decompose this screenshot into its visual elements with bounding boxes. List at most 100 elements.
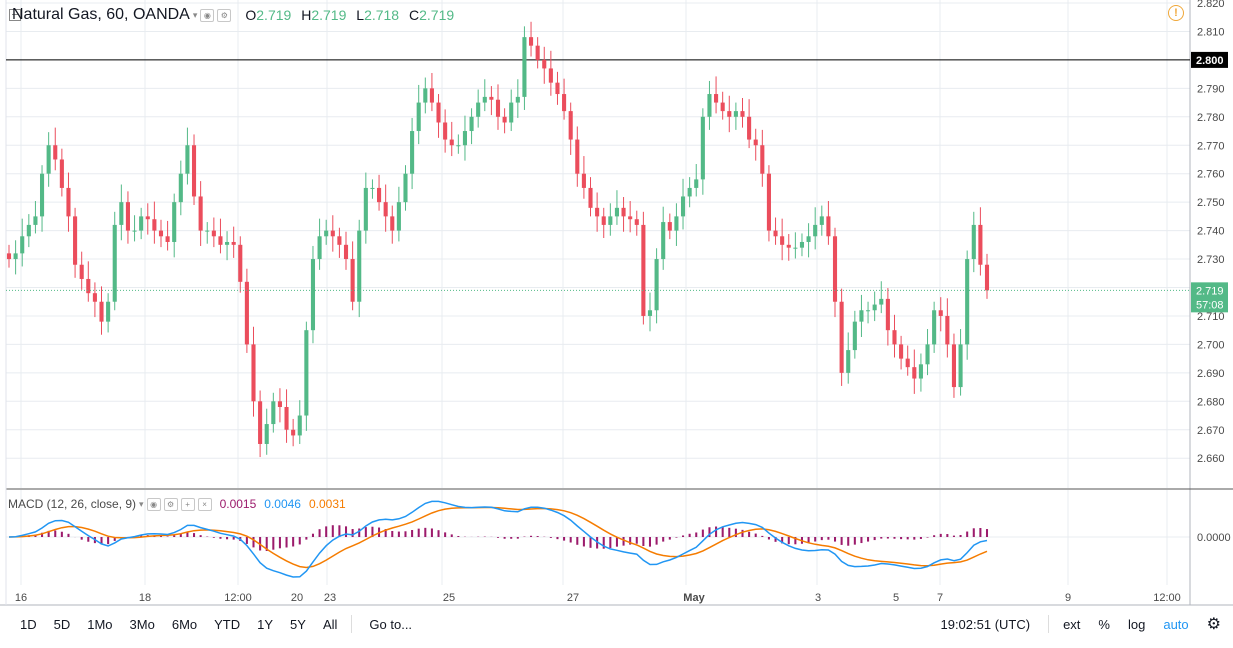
- candle-body: [277, 401, 282, 407]
- candle-body: [826, 216, 831, 237]
- candle-body: [813, 224, 818, 237]
- candles: [6, 21, 990, 458]
- candle-body: [390, 216, 395, 231]
- macd-histogram: [14, 525, 989, 551]
- candle-body: [73, 216, 78, 265]
- candle-body: [641, 224, 646, 316]
- candle-body: [965, 259, 970, 345]
- candle-body: [139, 216, 144, 231]
- candle-body: [522, 37, 527, 97]
- candle-body: [542, 59, 547, 69]
- timeframe-3mo[interactable]: 3Mo: [129, 616, 155, 632]
- candle-body: [932, 310, 937, 345]
- macd-title[interactable]: MACD (12, 26, close, 9): [8, 497, 137, 511]
- open-value: 2.719: [256, 7, 292, 23]
- candle-body: [621, 207, 626, 217]
- timeframe-ytd[interactable]: YTD: [214, 616, 241, 632]
- candle-body: [297, 415, 302, 436]
- candle-body: [899, 344, 904, 359]
- price-tick-label: 2.820: [1197, 0, 1225, 10]
- time-tick-label: 18: [139, 592, 151, 604]
- candle-body: [251, 344, 256, 402]
- symbol-title[interactable]: Natural Gas, 60, OANDA: [12, 6, 190, 23]
- candle-body: [145, 216, 150, 220]
- ext-toggle[interactable]: ext: [1063, 616, 1081, 632]
- candle-body: [106, 301, 111, 322]
- candle-body: [20, 236, 25, 254]
- candle-body: [548, 68, 553, 83]
- candle-body: [343, 244, 349, 260]
- candle-body: [819, 216, 824, 225]
- price-tick-label: 2.790: [1197, 83, 1225, 95]
- candle-body: [912, 367, 917, 379]
- time-tick-label: 5: [893, 592, 899, 604]
- candle-body: [614, 207, 619, 217]
- timeframe-1y[interactable]: 1Y: [257, 616, 274, 632]
- candle-body: [984, 264, 990, 291]
- candle-body: [515, 96, 520, 103]
- goto-button[interactable]: Go to...: [369, 616, 413, 632]
- price-tick-label: 2.740: [1197, 226, 1225, 238]
- close-icon[interactable]: ×: [197, 497, 212, 511]
- candle-body: [971, 224, 976, 260]
- candle-body: [714, 94, 719, 103]
- candle-body: [575, 139, 580, 174]
- candle-body: [568, 111, 573, 140]
- candle-body: [700, 116, 705, 180]
- macd-signal-value: 0.0031: [308, 497, 346, 511]
- candle-body: [449, 139, 454, 146]
- timeframe-6mo[interactable]: 6Mo: [171, 616, 198, 632]
- log-toggle[interactable]: log: [1127, 616, 1146, 632]
- candle-body: [958, 344, 963, 388]
- chevron-down-icon[interactable]: ▾: [139, 498, 144, 509]
- horizontal-line-label-bg: [1191, 51, 1228, 68]
- candle-body: [172, 202, 177, 242]
- collapse-icon[interactable]: [9, 9, 21, 21]
- timeframe-5y[interactable]: 5Y: [290, 616, 306, 632]
- gear-icon[interactable]: ⚙: [1206, 616, 1221, 633]
- candle-body: [938, 310, 943, 316]
- candle-body: [918, 364, 923, 379]
- timeframe-1mo[interactable]: 1Mo: [87, 616, 113, 632]
- candle-body: [872, 304, 877, 311]
- warning-icon[interactable]: !: [1168, 5, 1184, 21]
- candle-body: [119, 202, 124, 225]
- settings-icon[interactable]: ⚙: [163, 497, 178, 511]
- timeframe-all[interactable]: All: [322, 616, 338, 632]
- timeframe-1d[interactable]: 1D: [20, 616, 37, 632]
- candle-body: [370, 187, 375, 189]
- settings-icon[interactable]: ⚙: [217, 8, 232, 22]
- macd-axis-label: 0.0000: [1197, 532, 1231, 544]
- candle-body: [211, 230, 216, 237]
- divider: [1048, 615, 1050, 633]
- timeframe-5d[interactable]: 5D: [53, 616, 71, 632]
- candle-body: [489, 96, 494, 100]
- candle-body: [191, 145, 197, 197]
- candle-body: [879, 298, 884, 305]
- auto-toggle[interactable]: auto: [1163, 616, 1189, 632]
- candle-body: [588, 187, 593, 208]
- price-tick-label: 2.770: [1197, 140, 1225, 152]
- plus-icon[interactable]: +: [180, 497, 195, 511]
- candle-body: [667, 222, 672, 231]
- candle-body: [753, 139, 758, 146]
- candle-body: [165, 236, 170, 242]
- eye-icon[interactable]: ◉: [146, 497, 161, 511]
- macd-line: [8, 500, 988, 578]
- price-tick-label: 2.750: [1197, 197, 1225, 209]
- time-tick-label: 12:00: [224, 592, 252, 604]
- chevron-down-icon[interactable]: ▾: [192, 9, 198, 20]
- time-tick-label: 23: [324, 592, 336, 604]
- candle-body: [39, 173, 45, 217]
- candle-body: [225, 241, 230, 245]
- candle-body: [46, 145, 51, 174]
- eye-icon[interactable]: ◉: [200, 8, 215, 22]
- candle-body: [383, 202, 388, 217]
- candle-body: [59, 159, 64, 188]
- percent-toggle[interactable]: %: [1098, 616, 1110, 632]
- high-label: H: [301, 7, 312, 23]
- macd-hist-value: 0.0015: [219, 497, 257, 511]
- candle-body: [310, 259, 316, 331]
- candle-body: [79, 264, 84, 279]
